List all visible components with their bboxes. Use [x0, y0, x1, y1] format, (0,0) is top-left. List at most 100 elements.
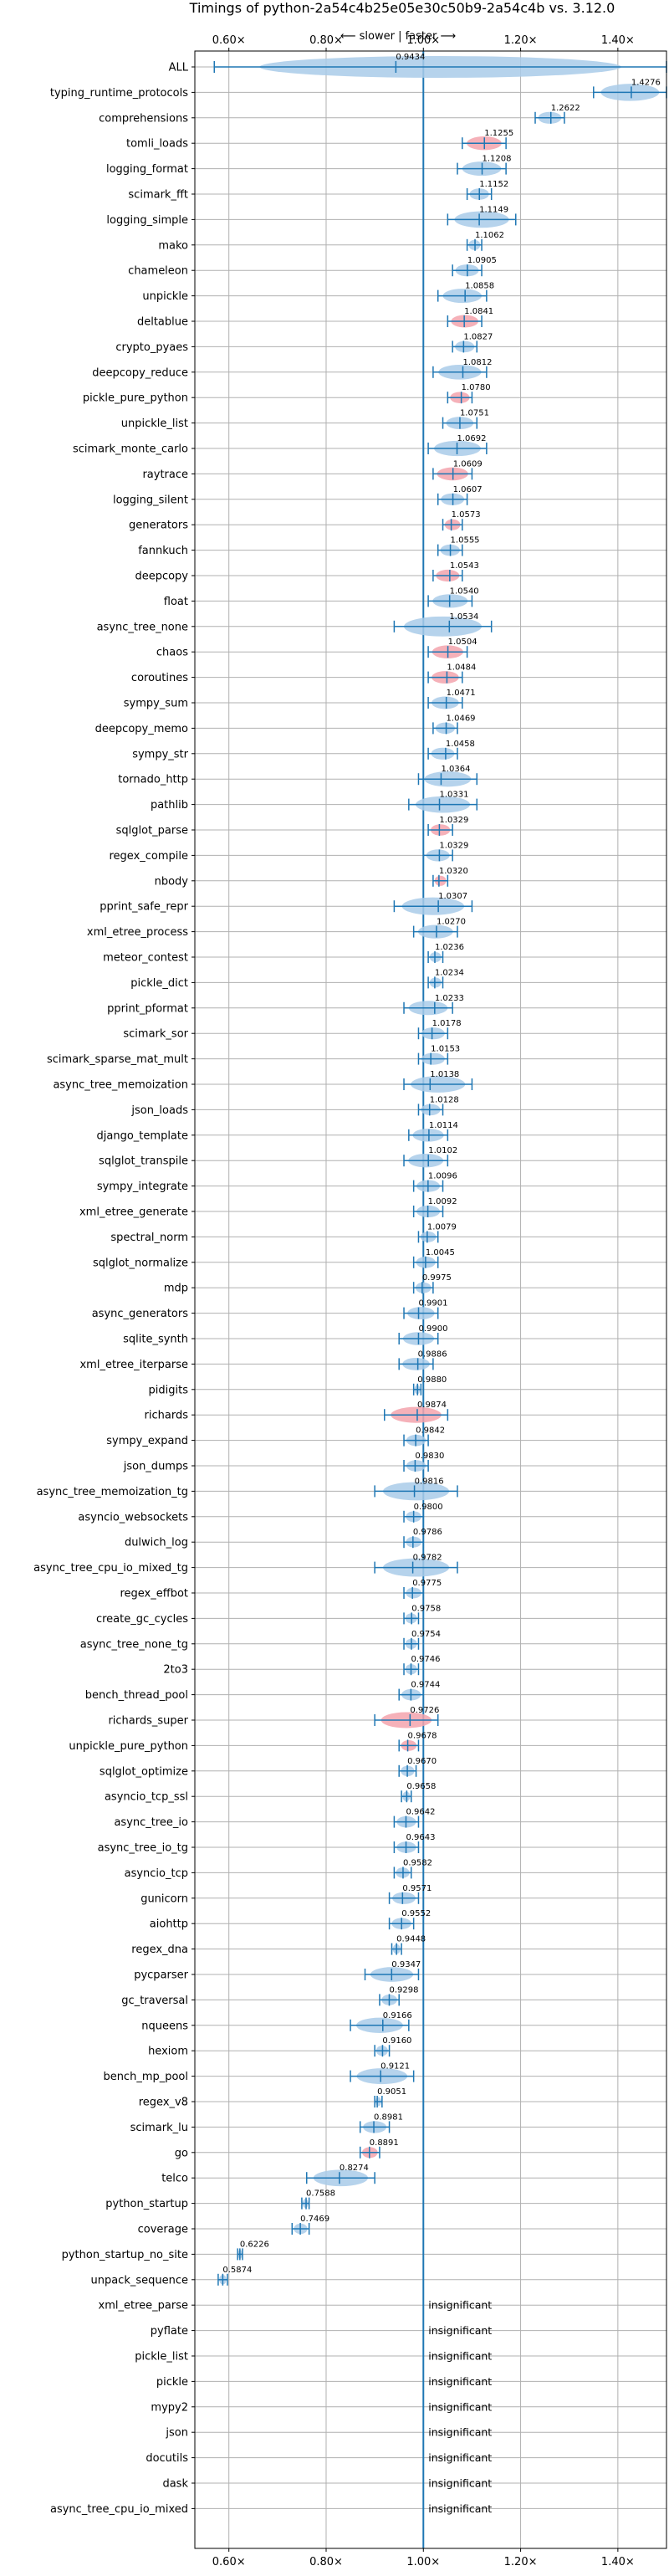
- benchmark-name: fannkuch: [138, 545, 188, 557]
- value-label: 1.0128: [430, 1095, 459, 1104]
- benchmark-name: docutils: [146, 2452, 188, 2465]
- benchmark-name: nqueens: [141, 2020, 188, 2032]
- benchmark-name: gc_traversal: [121, 1995, 188, 2007]
- x-tick-label-bottom: 1.00×: [406, 2556, 440, 2568]
- plot-frame: [194, 50, 667, 2549]
- value-label: 0.9658: [406, 1782, 436, 1791]
- value-label: 0.9874: [417, 1401, 447, 1410]
- x-tick-label-top: 0.60×: [212, 34, 246, 47]
- benchmark-name: tornado_http: [118, 774, 188, 786]
- benchmark-name: hexiom: [148, 2046, 188, 2058]
- benchmark-name: richards_super: [108, 1715, 188, 1728]
- value-label: 1.0138: [430, 1070, 459, 1079]
- value-label: 1.0234: [435, 968, 464, 977]
- benchmark-name: xml_etree_parse: [99, 2300, 188, 2312]
- benchmark-name: xml_etree_iterparse: [79, 1359, 188, 1371]
- value-label: 1.0079: [427, 1222, 457, 1232]
- value-label: 1.0534: [449, 612, 478, 622]
- x-tick-label-top: 1.00×: [406, 34, 440, 47]
- benchmark-name: sympy_str: [132, 748, 188, 761]
- benchmark-name: json: [165, 2427, 188, 2440]
- benchmark-name: pprint_pformat: [107, 1002, 188, 1015]
- benchmark-name: python_startup: [105, 2198, 188, 2210]
- value-label: 1.0329: [439, 816, 468, 825]
- insignificant-label: insignificant: [428, 2426, 492, 2439]
- x-tick-label-bottom: 1.20×: [504, 2556, 538, 2568]
- value-label: 1.0270: [437, 918, 466, 927]
- benchmark-name: pidigits: [149, 1384, 189, 1396]
- benchmark-name: comprehensions: [99, 112, 188, 125]
- value-label: 0.9800: [414, 1503, 443, 1512]
- value-label: 1.1149: [479, 205, 508, 214]
- benchmark-name: async_tree_none_tg: [80, 1638, 188, 1651]
- x-tick-label-top: 0.80×: [309, 34, 343, 47]
- value-label: 0.9726: [410, 1706, 439, 1715]
- value-label: 0.9782: [413, 1554, 442, 1563]
- benchmark-name: aiohttp: [150, 1918, 188, 1931]
- value-label: 0.9900: [418, 1324, 447, 1334]
- value-label: 1.0469: [447, 714, 476, 723]
- benchmark-name: sqlglot_parse: [116, 825, 188, 837]
- benchmark-name: deepcopy_reduce: [92, 366, 188, 379]
- value-label: 1.0504: [448, 638, 477, 647]
- value-label: 1.0540: [450, 586, 479, 596]
- value-label: 0.9744: [411, 1681, 440, 1690]
- benchmark-name: pprint_safe_repr: [100, 901, 188, 914]
- value-label: 1.0236: [435, 943, 464, 952]
- insignificant-label: insignificant: [428, 2324, 492, 2337]
- value-label: 0.9975: [422, 1273, 452, 1283]
- value-label: 1.1255: [484, 129, 513, 138]
- benchmark-name: raytrace: [142, 469, 188, 481]
- benchmark-name: sqlite_synth: [123, 1334, 188, 1346]
- benchmark-name: scimark_sor: [123, 1028, 188, 1041]
- benchmark-name: sqlglot_optimize: [100, 1765, 188, 1778]
- benchmark-name: async_tree_cpu_io_mixed_tg: [33, 1562, 188, 1575]
- benchmark-name: pickle: [156, 2376, 188, 2389]
- value-label: 0.9786: [413, 1528, 442, 1537]
- benchmark-name: deepcopy: [135, 571, 188, 583]
- benchmark-name: sympy_integrate: [97, 1180, 188, 1193]
- benchmark-name: pickle_pure_python: [83, 392, 188, 405]
- benchmark-name: dulwich_log: [125, 1537, 188, 1549]
- value-label: 0.7588: [306, 2189, 335, 2199]
- benchmark-name: asyncio_tcp_ssl: [105, 1791, 188, 1804]
- x-tick-label-top: 1.20×: [504, 34, 538, 47]
- value-label: 1.0858: [465, 282, 494, 291]
- value-label: 1.0364: [441, 765, 470, 774]
- benchmark-name: async_tree_cpu_io_mixed: [50, 2503, 188, 2516]
- value-label: 0.9582: [403, 1858, 432, 1867]
- value-label: 0.8274: [340, 2164, 369, 2173]
- value-label: 0.9816: [415, 1477, 444, 1486]
- benchmark-name: generators: [129, 520, 188, 532]
- value-label: 1.0096: [428, 1172, 457, 1181]
- benchmark-name: sympy_sum: [124, 698, 188, 710]
- insignificant-label: insignificant: [428, 2299, 492, 2312]
- value-label: 1.0573: [452, 510, 481, 520]
- value-label: 1.0841: [464, 307, 493, 316]
- value-label: 1.2622: [551, 104, 580, 113]
- benchmark-name: scimark_fft: [128, 189, 188, 202]
- value-label: 1.0780: [462, 383, 491, 392]
- value-label: 1.0320: [439, 867, 468, 876]
- benchmark-name: xml_etree_process: [87, 926, 188, 939]
- benchmark-name: regex_effbot: [120, 1588, 188, 1600]
- benchmark-name: async_tree_none: [97, 621, 188, 633]
- benchmark-name: richards: [145, 1410, 189, 1422]
- value-label: 1.0555: [451, 536, 480, 545]
- value-label: 1.0484: [447, 663, 476, 673]
- benchmark-name: coroutines: [131, 672, 188, 684]
- value-label: 1.0307: [438, 892, 467, 901]
- value-label: 0.6226: [240, 2240, 269, 2249]
- benchmark-name: pycparser: [134, 1969, 188, 1982]
- value-label: 0.9842: [416, 1426, 445, 1436]
- value-label: 0.9160: [382, 2036, 411, 2046]
- benchmark-name: bench_mp_pool: [103, 2071, 188, 2083]
- x-tick-label-top: 1.40×: [601, 34, 635, 47]
- insignificant-label: insignificant: [428, 2477, 492, 2490]
- benchmark-name: async_tree_io_tg: [98, 1842, 188, 1855]
- benchmark-name: pyflate: [151, 2325, 188, 2338]
- benchmark-name: ALL: [169, 62, 189, 74]
- benchmark-name: coverage: [138, 2224, 188, 2236]
- benchmark-name: regex_dna: [131, 1944, 188, 1956]
